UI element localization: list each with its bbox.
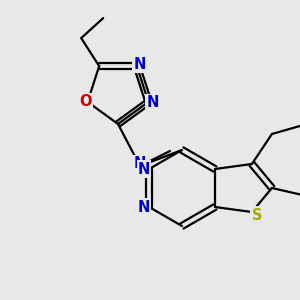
Text: N: N — [134, 57, 146, 72]
Text: O: O — [79, 94, 92, 110]
Text: N: N — [138, 200, 150, 214]
Text: N: N — [138, 161, 150, 176]
Text: N: N — [146, 95, 159, 110]
Text: S: S — [252, 208, 262, 223]
Text: N: N — [134, 157, 146, 172]
